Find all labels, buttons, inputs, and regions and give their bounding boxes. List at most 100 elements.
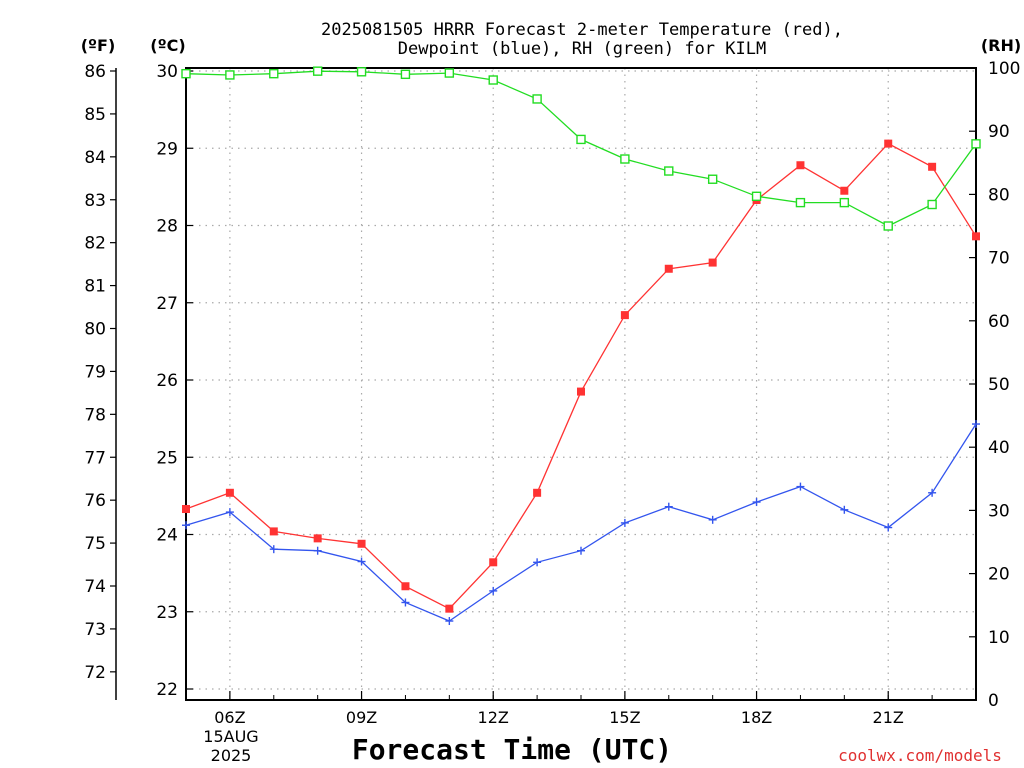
x-tick-label: 15Z (609, 708, 640, 727)
dewpoint-point (445, 617, 454, 626)
rh-point (971, 139, 981, 149)
x-tick-label: 21Z (873, 708, 904, 727)
temperature-line (185, 142, 977, 610)
rh-point (532, 94, 542, 104)
temperature-point (577, 387, 585, 396)
temperature-point (533, 488, 542, 497)
x-tick-label: 06Z (214, 708, 245, 727)
fahrenheit-tick-label: 86 (84, 62, 106, 82)
dewpoint-point (182, 521, 190, 530)
rh-axis: 0 10 20 30 40 50 60 70 80 90 100 (969, 59, 1020, 711)
temperature-point (225, 488, 234, 497)
dewpoint-point (489, 586, 498, 595)
rh-point (707, 174, 718, 184)
rh-tick-label: 0 (988, 691, 999, 711)
dewpoint-point (225, 508, 234, 517)
temperature-point (269, 527, 278, 536)
rh-point (751, 191, 762, 201)
dewpoint-point (664, 502, 673, 511)
dewpoint-point (884, 523, 893, 532)
fahrenheit-tick-label: 76 (84, 491, 106, 511)
rh-point (883, 221, 893, 231)
x-tick-label: 18Z (741, 708, 772, 727)
dewpoint-point (313, 546, 322, 555)
rh-tick-label: 10 (988, 628, 1010, 648)
rh-point (576, 134, 586, 145)
celsius-tick-label: 22 (156, 680, 178, 700)
fahrenheit-tick-label: 79 (84, 362, 106, 382)
rh-point (269, 68, 279, 79)
x-axis-title: Forecast Time (UTC) (352, 733, 672, 766)
rh-tick-label: 80 (988, 185, 1010, 205)
temperature-point (182, 505, 190, 514)
celsius-tick-label: 25 (156, 448, 178, 468)
celsius-unit-label: (ºC) (150, 36, 185, 55)
rh-point (795, 197, 806, 208)
rh-point (839, 197, 850, 208)
fahrenheit-tick-label: 85 (84, 105, 106, 125)
temperature-point (884, 139, 893, 148)
dewpoint-point (533, 558, 542, 567)
rh-tick-label: 90 (988, 122, 1010, 142)
temperature-point (796, 161, 805, 170)
rh-tick-label: 40 (988, 438, 1010, 458)
dewpoint-point (840, 505, 849, 514)
rh-tick-label: 60 (988, 312, 1010, 332)
fahrenheit-tick-label: 74 (84, 577, 106, 597)
celsius-tick-label: 28 (156, 217, 178, 237)
chart-title-line-1: 2025081505 HRRR Forecast 2-meter Tempera… (321, 20, 843, 40)
fahrenheit-tick-label: 80 (84, 320, 106, 340)
celsius-axis: 22 23 24 25 26 27 28 29 30 (156, 62, 193, 700)
rh-point (225, 70, 235, 80)
fahrenheit-tick-label: 72 (84, 663, 106, 683)
rh-tick-label: 50 (988, 375, 1010, 395)
dewpoint-point (401, 598, 410, 607)
fahrenheit-axis: 72 73 74 75 76 77 78 79 80 81 82 83 84 85 86 (84, 62, 116, 683)
credit-label: coolwx.com/models (838, 746, 1002, 765)
celsius-tick-label: 24 (156, 526, 178, 546)
dewpoint-point (752, 498, 761, 507)
rh-point (620, 154, 630, 164)
dewpoint-point (357, 557, 366, 566)
temperature-point (620, 311, 629, 320)
fahrenheit-tick-label: 83 (84, 191, 106, 211)
temperature-point (357, 539, 366, 548)
celsius-tick-label: 26 (156, 371, 178, 391)
x-axis: 06Z 09Z 12Z 15Z 18Z 21Z (185, 691, 977, 727)
rh-point (312, 66, 323, 76)
fahrenheit-tick-label: 75 (84, 534, 106, 554)
dewpoint-point (577, 546, 585, 555)
dewpoint-point (269, 545, 278, 554)
grid-lines (186, 68, 976, 700)
rh-point (927, 199, 937, 210)
temperature-point (664, 264, 673, 273)
dewpoint-point (796, 482, 805, 491)
x-tick-label: 09Z (346, 708, 377, 727)
rh-point (181, 68, 191, 79)
date-label-day: 15AUG (203, 727, 258, 746)
temperature-point (313, 534, 322, 543)
temperature-point (708, 258, 717, 267)
temperature-point (489, 558, 498, 567)
rh-point (444, 68, 455, 78)
temperature-point (445, 604, 454, 613)
temperature-point (840, 186, 849, 195)
celsius-tick-label: 29 (156, 139, 178, 159)
dewpoint-point (708, 515, 717, 524)
fahrenheit-tick-label: 73 (84, 620, 106, 640)
temperature-point (928, 162, 937, 171)
rh-tick-label: 20 (988, 565, 1010, 585)
dewpoint-line (185, 423, 977, 622)
celsius-tick-label: 30 (156, 62, 178, 82)
rh-tick-label: 70 (988, 249, 1010, 269)
fahrenheit-tick-label: 82 (84, 234, 106, 254)
celsius-tick-label: 23 (156, 603, 178, 623)
date-label-year: 2025 (211, 746, 252, 765)
dewpoint-point (928, 488, 937, 497)
rh-tick-label: 100 (988, 59, 1020, 79)
celsius-tick-label: 27 (156, 294, 178, 314)
fahrenheit-tick-label: 84 (84, 148, 106, 168)
plot-frame (185, 67, 977, 701)
chart-title-line-2: Dewpoint (blue), RH (green) for KILM (398, 39, 766, 59)
